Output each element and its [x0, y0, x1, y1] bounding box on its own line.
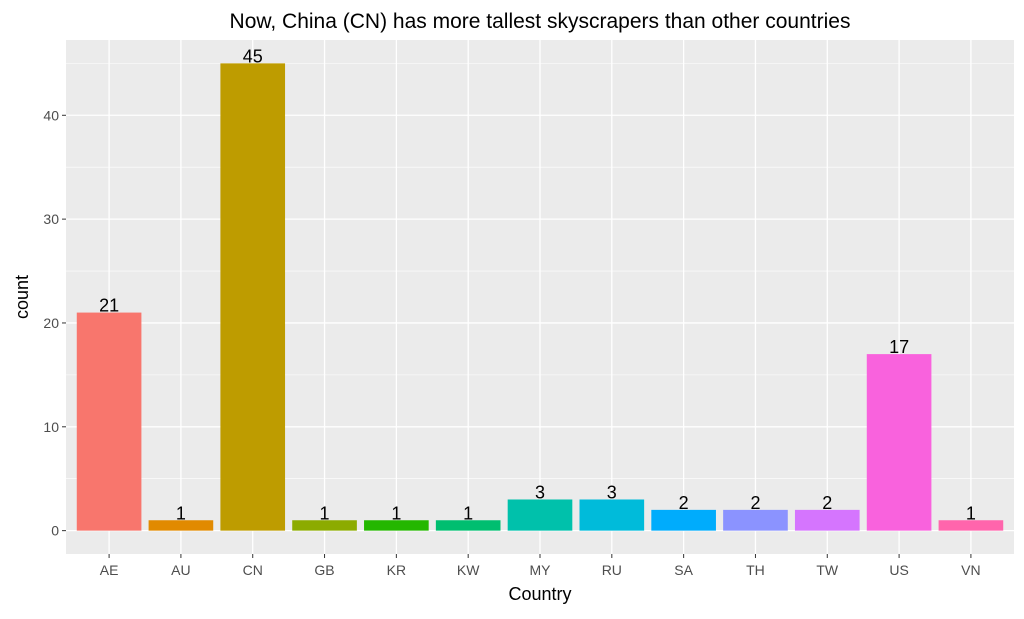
- bar-MY: [507, 499, 573, 531]
- bar-value-label-CN: 45: [243, 46, 263, 66]
- bar-KW: [435, 520, 501, 531]
- bar-value-label-KR: 1: [391, 503, 401, 523]
- bar-value-label-US: 17: [889, 337, 909, 357]
- bar-VN: [938, 520, 1004, 531]
- x-tick-label: MY: [530, 562, 552, 578]
- bar-value-label-MY: 3: [535, 482, 545, 502]
- bar-US: [866, 354, 932, 531]
- chart-title: Now, China (CN) has more tallest skyscra…: [230, 10, 851, 33]
- bar-KR: [364, 520, 429, 531]
- y-tick-label: 0: [51, 523, 59, 539]
- bar-AE: [76, 312, 142, 531]
- x-tick-label: AU: [171, 562, 190, 578]
- bar-value-label-KW: 1: [463, 503, 473, 523]
- bar-value-label-TW: 2: [822, 493, 832, 513]
- bar-value-label-AU: 1: [176, 503, 186, 523]
- bar-GB: [292, 520, 357, 531]
- y-tick-label: 10: [43, 419, 59, 435]
- x-axis-title: Country: [508, 584, 571, 604]
- bars-group: [76, 63, 1004, 531]
- x-tick-label: VN: [961, 562, 980, 578]
- bar-value-labels: 21 1 45 1 1 1 3 3 2 2 2 17 1: [99, 46, 976, 523]
- bar-value-label-TH: 2: [750, 493, 760, 513]
- x-tick-label: AE: [100, 562, 119, 578]
- x-tick-label: TW: [816, 562, 839, 578]
- x-tick-label: GB: [314, 562, 334, 578]
- bar-value-label-AE: 21: [99, 296, 119, 316]
- x-tick-label: US: [889, 562, 908, 578]
- bar-SA: [651, 509, 716, 531]
- x-tick-label: RU: [602, 562, 622, 578]
- y-axis-title: count: [12, 275, 32, 319]
- bar-value-label-VN: 1: [966, 503, 976, 523]
- bar-TH: [723, 509, 788, 531]
- x-tick-label: TH: [746, 562, 765, 578]
- bar-CN: [220, 63, 286, 531]
- y-tick-label: 30: [43, 211, 59, 227]
- x-tick-label: CN: [243, 562, 263, 578]
- bar-value-label-SA: 2: [679, 493, 689, 513]
- y-tick-label: 40: [43, 107, 59, 123]
- bar-value-label-GB: 1: [320, 503, 330, 523]
- bar-TW: [794, 509, 860, 531]
- x-tick-label: KR: [387, 562, 406, 578]
- x-axis: AE AU CN GB KR KW MY RU SA TH TW US VN: [100, 554, 981, 578]
- x-tick-label: SA: [674, 562, 693, 578]
- bar-value-label-RU: 3: [607, 482, 617, 502]
- bar-AU: [148, 520, 214, 531]
- bar-RU: [579, 499, 645, 531]
- x-tick-label: KW: [457, 562, 480, 578]
- y-tick-label: 20: [43, 315, 59, 331]
- y-axis: 0 10 20 30 40: [43, 107, 66, 539]
